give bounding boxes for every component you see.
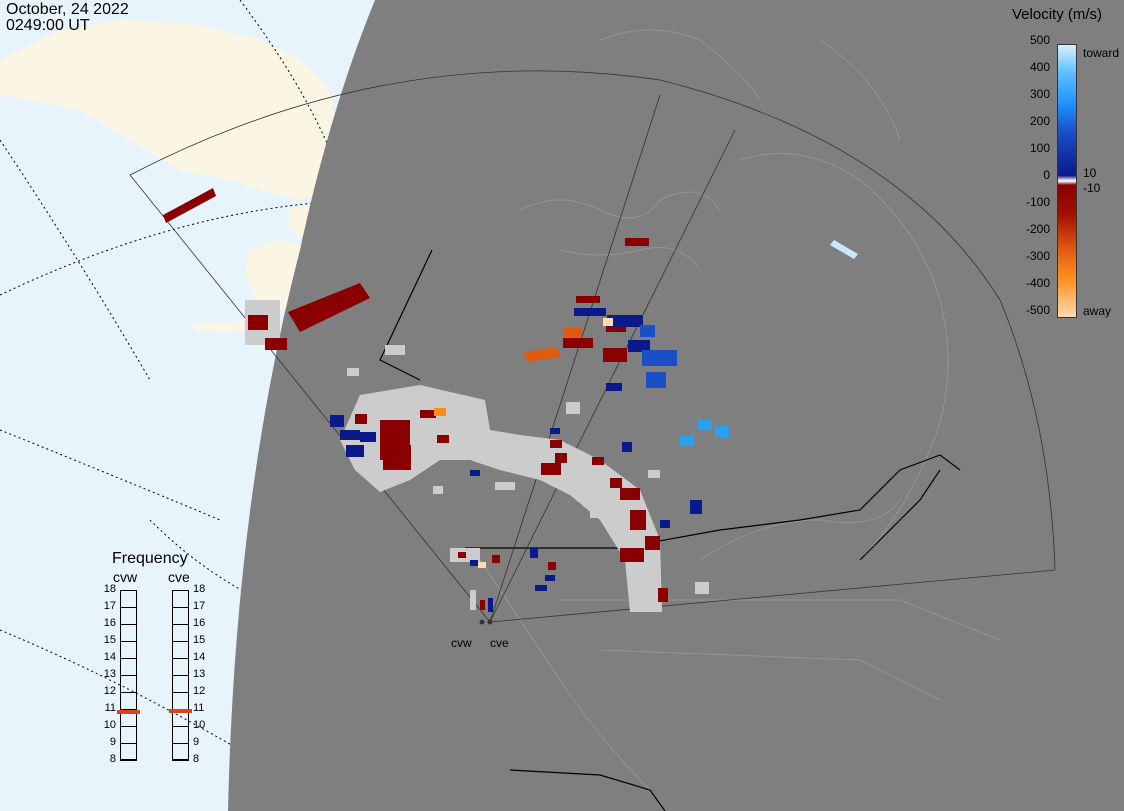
frequency-tick-line bbox=[172, 692, 189, 693]
frequency-tick-line bbox=[120, 641, 137, 642]
alaska-land bbox=[0, 20, 340, 200]
toward-weak-echoes bbox=[330, 308, 702, 591]
frequency-tick-line bbox=[120, 658, 137, 659]
toward-fast-echo bbox=[830, 240, 858, 259]
frequency-tick-label: 11 bbox=[104, 702, 116, 714]
radar-label-cvw: cvw bbox=[451, 636, 472, 650]
coastlines bbox=[479, 29, 1001, 791]
frequency-tick-label: 18 bbox=[103, 583, 116, 595]
legend-tick-label: 200 bbox=[1029, 114, 1050, 128]
frequency-tick-line bbox=[172, 743, 189, 744]
night-side bbox=[228, 0, 1124, 811]
frequency-tick-label: 11 bbox=[193, 702, 205, 714]
legend-tick-label: -100 bbox=[1025, 195, 1050, 209]
map-time: 0249:00 UT bbox=[6, 17, 90, 34]
frequency-tick-line bbox=[172, 641, 189, 642]
frequency-tick-label: 15 bbox=[193, 634, 206, 646]
frequency-tick-label: 13 bbox=[193, 668, 206, 680]
legend-away-label: away bbox=[1083, 304, 1112, 318]
frequency-tick-line bbox=[172, 760, 189, 761]
frequency-tick-label: 9 bbox=[109, 736, 116, 748]
frequency-tick-label: 10 bbox=[193, 719, 206, 731]
frequency-tick-label: 17 bbox=[193, 600, 206, 612]
frequency-tick-label: 17 bbox=[103, 600, 116, 612]
frequency-tick-line bbox=[172, 726, 189, 727]
frequency-radar-cve: cve bbox=[168, 569, 190, 585]
legend-tick-label: 500 bbox=[1029, 33, 1050, 47]
frequency-marker-cvw bbox=[117, 710, 140, 715]
frequency-tick-label: 12 bbox=[103, 685, 116, 697]
frequency-tick-line bbox=[172, 590, 189, 591]
legend-tick-label: -300 bbox=[1025, 249, 1050, 263]
frequency-tick-line bbox=[120, 692, 137, 693]
legend-tick-label: -200 bbox=[1025, 222, 1050, 236]
radar-marker-cve bbox=[487, 619, 493, 625]
field-of-view bbox=[129, 70, 1056, 623]
frequency-tick-line bbox=[120, 709, 137, 710]
frequency-tick-label: 9 bbox=[193, 736, 200, 748]
velocity-colorbar bbox=[1057, 44, 1077, 318]
frequency-tick-label: 8 bbox=[109, 753, 116, 765]
frequency-tick-label: 12 bbox=[193, 685, 206, 697]
legend-near-zero-neg: -10 bbox=[1083, 181, 1101, 195]
frequency-tick-line bbox=[120, 624, 137, 625]
frequency-tick-label: 10 bbox=[103, 719, 116, 731]
frequency-tick-line bbox=[172, 675, 189, 676]
frequency-tick-label: 18 bbox=[193, 583, 206, 595]
frequency-tick-label: 15 bbox=[103, 634, 116, 646]
frequency-tick-line bbox=[120, 675, 137, 676]
legend-title: Velocity (m/s) bbox=[1012, 6, 1103, 23]
frequency-tick-label: 14 bbox=[103, 651, 116, 663]
legend-near-zero-pos: 10 bbox=[1083, 166, 1097, 180]
map-date: October, 24 2022 bbox=[6, 1, 129, 18]
frequency-tick-label: 16 bbox=[103, 617, 116, 629]
frequency-tick-label: 8 bbox=[193, 753, 200, 765]
frequency-radar-cvw: cvw bbox=[113, 569, 138, 585]
radar-label-cve: cve bbox=[490, 636, 509, 650]
near-radar-echoes bbox=[450, 548, 556, 612]
legend-tick-label: 100 bbox=[1029, 141, 1050, 155]
frequency-tick-line bbox=[120, 607, 137, 608]
frequency-tick-line bbox=[172, 624, 189, 625]
legend-tick-label: -500 bbox=[1025, 303, 1050, 317]
toward-mid-echoes bbox=[640, 325, 677, 388]
frequency-tick-line bbox=[120, 760, 137, 761]
legend-tick-label: 300 bbox=[1029, 87, 1050, 101]
frequency-title: Frequency bbox=[112, 550, 188, 567]
frequency-tick-line bbox=[120, 726, 137, 727]
legend-tick-label: 400 bbox=[1029, 60, 1050, 74]
legend-tick-label: 0 bbox=[1043, 168, 1050, 182]
frequency-tick-label: 13 bbox=[103, 668, 116, 680]
legend-tick-label: -400 bbox=[1025, 276, 1050, 290]
away-mid-echoes bbox=[434, 327, 582, 416]
radar-marker-cvw bbox=[479, 619, 485, 625]
frequency-tick-label: 16 bbox=[193, 617, 206, 629]
legend-toward-label: toward bbox=[1083, 46, 1120, 60]
frequency-tick-line bbox=[120, 590, 137, 591]
frequency-tick-line bbox=[172, 607, 189, 608]
frequency-tick-line bbox=[120, 743, 137, 744]
away-fast-echo bbox=[603, 318, 613, 326]
frequency-tick-label: 14 bbox=[193, 651, 206, 663]
frequency-marker-cve bbox=[169, 708, 192, 713]
frequency-tick-line bbox=[172, 658, 189, 659]
toward-strong-echoes bbox=[680, 420, 729, 446]
